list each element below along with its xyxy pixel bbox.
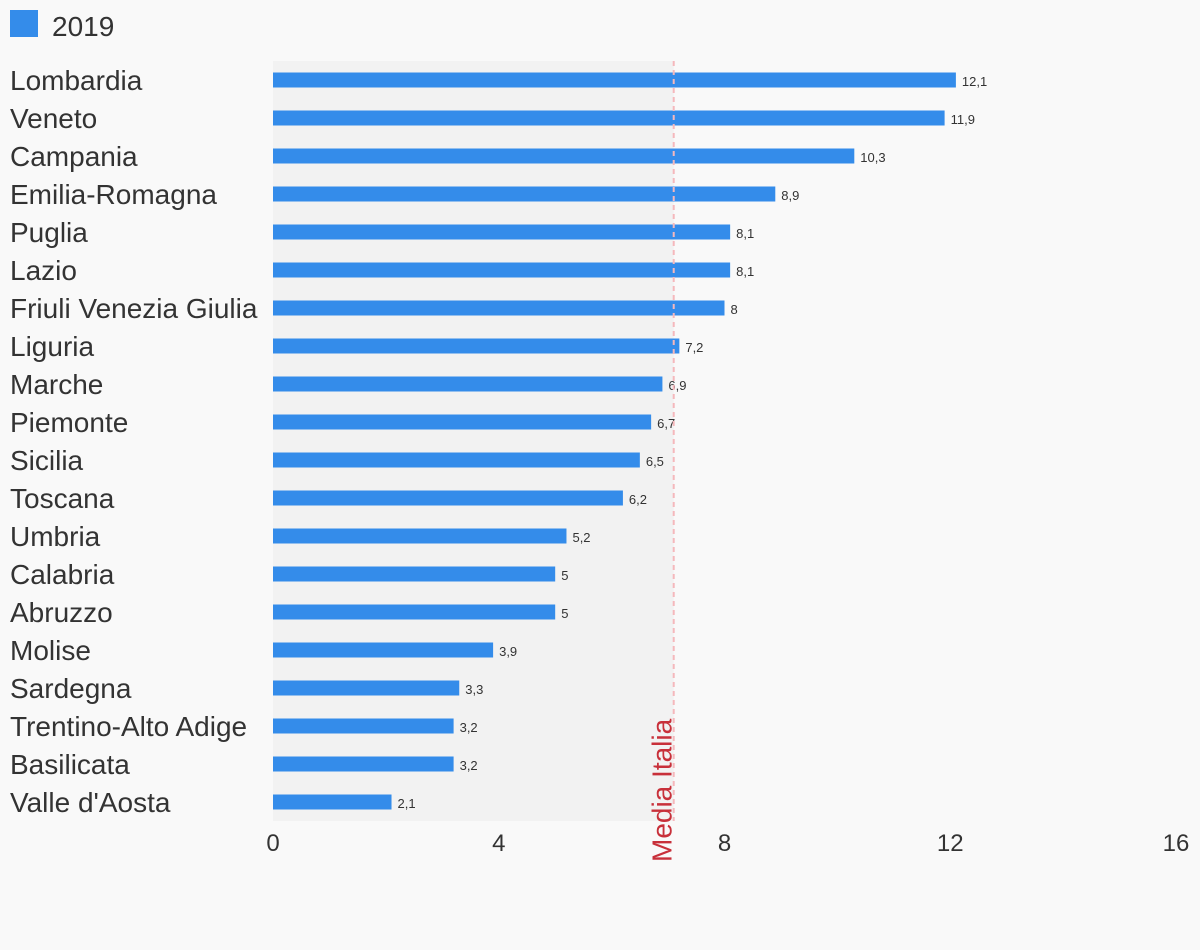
category-label: Sardegna [10, 673, 132, 704]
category-label: Emilia-Romagna [10, 179, 217, 210]
value-label: 10,3 [860, 150, 885, 165]
category-label: Basilicata [10, 749, 130, 780]
bar [273, 490, 623, 506]
category-label: Sicilia [10, 445, 84, 476]
category-label: Campania [10, 141, 138, 172]
value-label: 8 [731, 302, 738, 317]
value-label: 6,9 [668, 378, 686, 393]
value-label: 11,9 [951, 112, 975, 127]
value-label: 6,5 [646, 454, 664, 469]
category-label: Veneto [10, 103, 97, 134]
bar [273, 110, 945, 126]
bar [273, 566, 556, 582]
value-label: 12,1 [962, 74, 987, 89]
bar [273, 148, 855, 164]
average-shaded-band [273, 61, 674, 821]
value-label: 8,1 [736, 264, 754, 279]
bar [273, 794, 392, 810]
category-label: Trentino-Alto Adige [10, 711, 247, 742]
value-label: 3,2 [460, 720, 478, 735]
bar [273, 452, 640, 468]
category-label: Friuli Venezia Giulia [10, 293, 258, 324]
x-tick-label: 8 [718, 830, 731, 857]
bar [273, 414, 652, 430]
value-label: 3,2 [460, 758, 478, 773]
value-label: 8,1 [736, 226, 754, 241]
bar [273, 680, 460, 696]
category-label: Toscana [10, 483, 115, 514]
x-tick-label: 4 [492, 830, 505, 857]
bar [273, 224, 731, 240]
bar [273, 718, 454, 734]
x-tick-label: 12 [937, 830, 964, 857]
value-label: 6,2 [629, 492, 647, 507]
category-label: Molise [10, 635, 91, 666]
value-label: 5 [561, 568, 568, 583]
category-labels: Lombardia Veneto Campania Emilia-Romagna Pug… [10, 65, 258, 818]
category-label: Liguria [10, 331, 94, 362]
x-tick-label: 16 [1163, 830, 1190, 857]
category-label: Piemonte [10, 407, 128, 438]
bar [273, 300, 725, 316]
value-label: 2,1 [398, 796, 416, 811]
value-label: 6,7 [657, 416, 675, 431]
category-label: Valle d'Aosta [10, 787, 171, 818]
bar [273, 528, 567, 544]
legend-swatch [10, 10, 38, 37]
legend: 2019 [10, 10, 114, 42]
x-tick-label: 0 [266, 830, 279, 857]
bar [273, 604, 556, 620]
value-labels: 12,1 11,9 10,3 8,9 8,1 8,1 8 7,2 6,9 6,7 6,5 6,2 5,2… [398, 74, 988, 811]
value-label: 8,9 [781, 188, 799, 203]
category-label: Marche [10, 369, 103, 400]
bar [273, 72, 956, 88]
category-label: Umbria [10, 521, 101, 552]
average-reference-label: Media Italia [647, 718, 678, 862]
bar [273, 338, 680, 354]
x-axis-ticks: 0 4 8 12 16 [266, 830, 1189, 857]
category-label: Lazio [10, 255, 77, 286]
value-label: 5 [561, 606, 568, 621]
category-label: Abruzzo [10, 597, 113, 628]
value-label: 3,9 [499, 644, 517, 659]
bar [273, 376, 663, 392]
bar [273, 642, 494, 658]
bars [273, 72, 956, 810]
value-label: 3,3 [465, 682, 483, 697]
value-label: 5,2 [572, 530, 590, 545]
bar [273, 262, 731, 278]
category-label: Lombardia [10, 65, 143, 96]
legend-label: 2019 [52, 11, 114, 42]
value-label: 7,2 [685, 340, 703, 355]
category-label: Calabria [10, 559, 115, 590]
bar [273, 186, 776, 202]
bar [273, 756, 454, 772]
category-label: Puglia [10, 217, 88, 248]
